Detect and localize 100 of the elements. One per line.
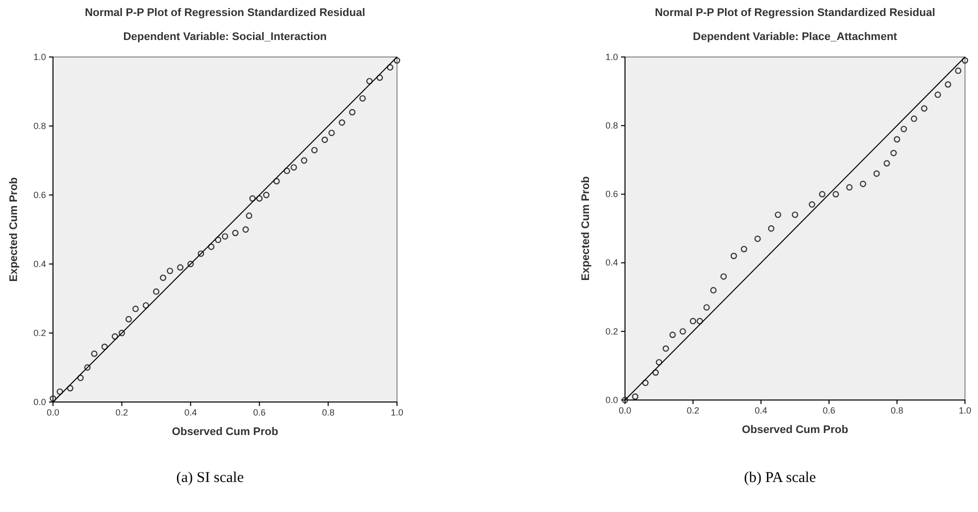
chart-subtitle: Dependent Variable: Social_Interaction [123,31,328,43]
point [754,236,761,242]
point [642,380,649,386]
point [187,260,194,268]
y-tick-label: 0.6 [605,189,618,200]
point [690,318,696,324]
x-axis-title: Observed Cum Prob [742,424,848,436]
y-axis-title: Expected Cum Prob [8,176,20,282]
point [652,369,659,376]
point [860,180,866,188]
point [50,395,56,402]
point [208,244,214,250]
point [300,157,308,164]
x-axis-title: Observed Cum Prob [172,426,278,438]
x-tick-label: 1.0 [390,407,404,418]
point [680,328,686,335]
point [934,92,941,98]
y-tick-label: 0.0 [33,396,46,407]
point [91,350,98,357]
point [273,178,280,184]
x-tick-label: 0.6 [822,405,836,416]
point [242,226,249,233]
point [338,119,346,126]
point [142,302,150,309]
point [328,130,335,136]
y-tick-label: 0.6 [33,190,46,200]
point [656,359,662,366]
point [256,195,263,202]
point [359,95,366,102]
text: (a) SI scale [176,470,244,486]
point [884,160,890,167]
x-tick-label: 0.2 [116,407,128,418]
y-tick-label: 1.0 [605,52,618,62]
text: (b) PA scale [744,470,816,486]
point [349,109,356,116]
y-axis-title: Expected Cum Prob [580,176,592,281]
x-tick-label: 0.6 [253,407,266,418]
point [198,250,204,257]
point [125,316,132,322]
y-tick-label: 0.8 [605,120,618,130]
point [84,364,91,371]
point [944,81,952,88]
chart-title: Normal P-P Plot of Regression Standardized Residual [84,7,366,19]
point [846,184,853,191]
point [263,192,270,198]
x-tick-label: 0.2 [686,405,700,416]
point [832,191,839,198]
point [222,233,228,240]
point [792,212,798,218]
point [808,201,816,208]
point [632,393,638,400]
point [710,287,717,294]
point [894,136,900,143]
point [246,212,252,219]
point [696,318,703,324]
point [774,212,782,218]
point [921,105,928,112]
y-tick-label: 0.2 [605,326,618,336]
point [232,230,239,236]
point [322,136,328,143]
point [56,388,64,395]
point [730,252,737,260]
chart-title: Normal P-P Plot of Regression Standardized Residual [654,7,936,19]
point [720,273,727,280]
point [386,64,394,71]
point [118,330,125,336]
point [890,150,897,156]
y-tick-label: 0.4 [605,258,618,268]
point [740,246,748,252]
x-tick-label: 0.4 [754,405,768,416]
point [622,396,628,404]
point [703,304,710,311]
x-tick-label: 0.8 [890,405,904,416]
x-tick-label: 0.0 [618,405,632,416]
point [132,306,139,312]
point [77,374,84,382]
point [394,57,400,64]
point [101,344,108,350]
point [284,168,290,174]
point [290,164,297,171]
x-tick-label: 0.8 [322,407,334,418]
point [249,195,256,202]
chart-subtitle: Dependent Variable: Place_Attachment [692,31,898,43]
point [67,385,74,392]
x-tick-label: 0.0 [46,407,60,418]
point [214,236,222,244]
x-tick-label: 1.0 [958,405,972,416]
point [166,268,174,274]
y-tick-label: 1.0 [33,52,46,62]
point [873,170,880,177]
y-tick-label: 0.4 [33,258,46,269]
point [366,78,373,84]
point [910,116,918,122]
point [177,264,184,271]
point [768,225,774,232]
point [376,74,383,81]
y-tick-label: 0.2 [33,328,46,338]
point [669,332,676,338]
y-tick-label: 0.0 [605,394,618,405]
point [311,146,318,154]
